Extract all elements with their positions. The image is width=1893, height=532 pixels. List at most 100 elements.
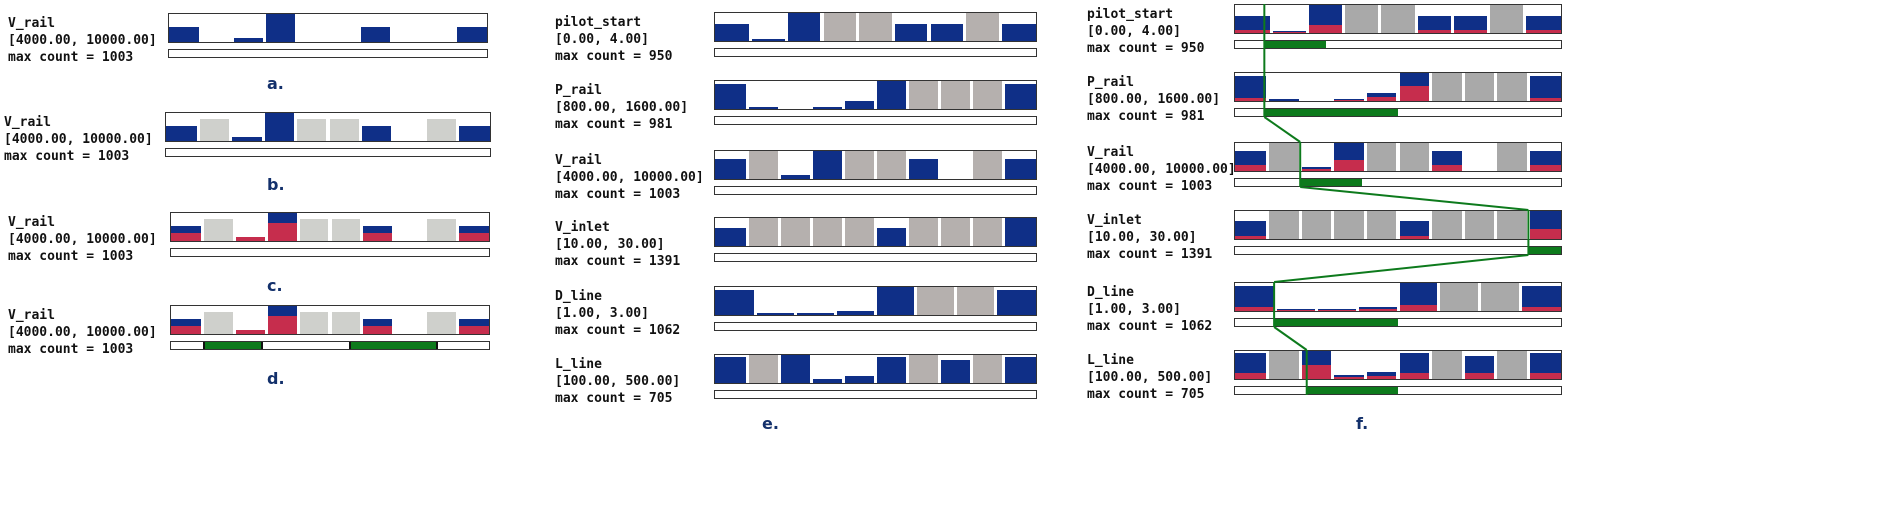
histogram-bin[interactable] xyxy=(1235,286,1275,311)
histogram-bin[interactable] xyxy=(877,228,907,246)
range-slider-track[interactable] xyxy=(714,48,1037,57)
histogram-bin[interactable] xyxy=(1318,309,1356,311)
histogram-chart[interactable] xyxy=(714,217,1037,247)
histogram-bin[interactable] xyxy=(426,119,457,141)
histogram-chart[interactable] xyxy=(1234,282,1562,312)
range-slider-track[interactable] xyxy=(168,49,488,58)
histogram-chart[interactable] xyxy=(1234,72,1562,102)
histogram-bin[interactable] xyxy=(1529,151,1561,171)
histogram-bin[interactable] xyxy=(1334,211,1364,239)
histogram-bin[interactable] xyxy=(1005,159,1036,179)
histogram-bin[interactable] xyxy=(236,237,265,241)
histogram-bin[interactable] xyxy=(1345,5,1379,33)
histogram-bin[interactable] xyxy=(265,14,295,42)
histogram-bin[interactable] xyxy=(331,312,361,334)
range-selection[interactable] xyxy=(1306,387,1398,394)
histogram-bin[interactable] xyxy=(1399,143,1430,171)
range-slider-track[interactable] xyxy=(1234,318,1562,327)
histogram-chart[interactable] xyxy=(1234,210,1562,240)
histogram-bin[interactable] xyxy=(169,27,200,42)
histogram-bin[interactable] xyxy=(748,355,778,383)
histogram-bin[interactable] xyxy=(823,13,857,41)
histogram-chart[interactable] xyxy=(714,354,1037,384)
histogram-chart[interactable] xyxy=(714,12,1037,42)
histogram-bin[interactable] xyxy=(459,126,490,141)
histogram-bin[interactable] xyxy=(812,151,842,179)
histogram-bin[interactable] xyxy=(1366,372,1397,379)
histogram-bin[interactable] xyxy=(329,119,359,141)
histogram-bin[interactable] xyxy=(917,287,955,315)
histogram-bin[interactable] xyxy=(877,287,915,315)
histogram-bin[interactable] xyxy=(236,330,265,334)
histogram-bin[interactable] xyxy=(171,226,202,241)
range-slider-track[interactable] xyxy=(170,248,490,257)
histogram-bin[interactable] xyxy=(361,126,392,141)
histogram-bin[interactable] xyxy=(812,107,842,109)
histogram-bin[interactable] xyxy=(1301,167,1332,171)
histogram-bin[interactable] xyxy=(1334,143,1364,171)
histogram-bin[interactable] xyxy=(1497,351,1527,379)
range-slider-track[interactable] xyxy=(714,390,1037,399)
range-selection[interactable] xyxy=(1264,109,1398,116)
histogram-bin[interactable] xyxy=(363,226,393,241)
range-slider-track[interactable] xyxy=(1234,386,1562,395)
histogram-bin[interactable] xyxy=(1440,283,1478,311)
histogram-bin[interactable] xyxy=(1301,211,1332,239)
histogram-bin[interactable] xyxy=(1432,351,1462,379)
histogram-bin[interactable] xyxy=(1277,309,1315,311)
histogram-chart[interactable] xyxy=(1234,4,1562,34)
histogram-bin[interactable] xyxy=(844,151,874,179)
histogram-bin[interactable] xyxy=(715,159,746,179)
range-selection[interactable] xyxy=(1264,41,1327,48)
histogram-bin[interactable] xyxy=(363,319,393,334)
range-slider-track[interactable] xyxy=(714,322,1037,331)
histogram-bin[interactable] xyxy=(426,312,456,334)
histogram-bin[interactable] xyxy=(941,360,971,383)
histogram-bin[interactable] xyxy=(973,218,1003,246)
histogram-bin[interactable] xyxy=(930,24,964,41)
histogram-bin[interactable] xyxy=(1001,24,1036,41)
histogram-bin[interactable] xyxy=(299,312,329,334)
histogram-bin[interactable] xyxy=(966,13,999,41)
histogram-bin[interactable] xyxy=(1235,353,1267,379)
histogram-bin[interactable] xyxy=(1005,84,1036,109)
histogram-bin[interactable] xyxy=(1399,353,1430,379)
histogram-bin[interactable] xyxy=(1235,76,1267,101)
histogram-bin[interactable] xyxy=(836,311,874,315)
range-selection[interactable] xyxy=(1528,247,1561,254)
histogram-bin[interactable] xyxy=(204,312,234,334)
histogram-bin[interactable] xyxy=(859,13,892,41)
histogram-bin[interactable] xyxy=(1497,143,1527,171)
histogram-bin[interactable] xyxy=(204,219,234,241)
histogram-bin[interactable] xyxy=(1526,16,1561,33)
histogram-bin[interactable] xyxy=(844,101,874,109)
range-slider-track[interactable] xyxy=(714,116,1037,125)
range-slider-track[interactable] xyxy=(165,148,491,157)
range-slider-track[interactable] xyxy=(1234,108,1562,117)
histogram-bin[interactable] xyxy=(232,137,262,141)
histogram-bin[interactable] xyxy=(957,287,995,315)
histogram-bin[interactable] xyxy=(997,290,1036,315)
histogram-bin[interactable] xyxy=(171,319,202,334)
histogram-bin[interactable] xyxy=(909,81,939,109)
histogram-bin[interactable] xyxy=(909,159,939,179)
histogram-bin[interactable] xyxy=(234,38,263,42)
histogram-bin[interactable] xyxy=(1269,143,1299,171)
histogram-bin[interactable] xyxy=(1432,73,1462,101)
histogram-bin[interactable] xyxy=(1529,353,1561,379)
histogram-chart[interactable] xyxy=(714,80,1037,110)
histogram-chart[interactable] xyxy=(170,305,490,335)
histogram-bin[interactable] xyxy=(264,113,295,141)
histogram-bin[interactable] xyxy=(1366,93,1397,101)
histogram-bin[interactable] xyxy=(1235,221,1267,239)
histogram-bin[interactable] xyxy=(1235,16,1270,33)
histogram-bin[interactable] xyxy=(299,219,329,241)
histogram-bin[interactable] xyxy=(1269,99,1299,101)
histogram-chart[interactable] xyxy=(714,150,1037,180)
range-selection[interactable] xyxy=(1300,179,1363,186)
histogram-bin[interactable] xyxy=(166,126,197,141)
histogram-bin[interactable] xyxy=(1497,73,1527,101)
histogram-bin[interactable] xyxy=(458,319,489,334)
histogram-bin[interactable] xyxy=(877,151,907,179)
histogram-bin[interactable] xyxy=(1366,143,1397,171)
